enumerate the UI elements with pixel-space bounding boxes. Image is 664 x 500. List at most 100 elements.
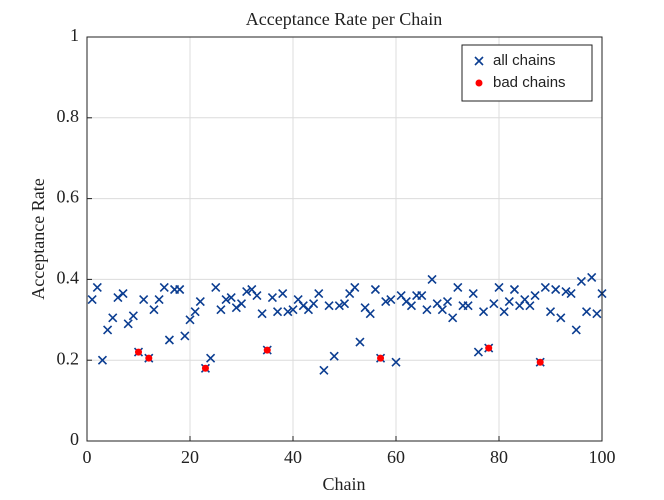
- marker-stroke: [180, 331, 190, 341]
- legend-marker: [475, 79, 483, 87]
- y-tick-label: 1: [70, 25, 79, 45]
- axes-box: [86, 36, 603, 442]
- data-point: [478, 307, 489, 317]
- data-point: [485, 344, 493, 352]
- marker-stroke: [360, 303, 370, 313]
- y-tick-label: 0.4: [57, 268, 80, 288]
- data-point: [448, 313, 458, 323]
- marker-stroke: [334, 301, 344, 311]
- data-point: [164, 335, 174, 345]
- data-point: [288, 305, 298, 315]
- data-point: [216, 305, 226, 315]
- marker-stroke: [545, 307, 556, 317]
- data-point: [175, 284, 185, 295]
- marker-stroke: [427, 274, 437, 284]
- marker-stroke: [401, 297, 411, 307]
- x-tick-label: 0: [83, 447, 92, 467]
- data-point: [468, 288, 478, 299]
- data-point: [103, 325, 113, 335]
- data-point: [190, 307, 200, 317]
- marker-stroke: [288, 305, 298, 315]
- chart-title: Acceptance Rate per Chain: [246, 9, 442, 29]
- marker-stroke: [267, 293, 277, 303]
- data-point: [530, 290, 540, 301]
- data-point: [391, 357, 401, 367]
- data-point: [381, 297, 391, 307]
- marks: [87, 272, 607, 375]
- marker-stroke: [92, 282, 102, 293]
- marker-stroke: [339, 299, 350, 309]
- marker-stroke: [154, 295, 164, 305]
- data-point: [453, 282, 463, 293]
- marker-stroke: [272, 307, 283, 317]
- marker-stroke: [185, 315, 195, 325]
- marker-stroke: [437, 305, 447, 315]
- data-point: [427, 274, 437, 284]
- data-point: [267, 293, 277, 303]
- marker-stroke: [592, 309, 602, 319]
- x-tick-label: 40: [284, 447, 302, 467]
- marker-stroke: [350, 282, 360, 293]
- marker-stroke: [195, 297, 205, 307]
- marker-stroke: [540, 282, 550, 293]
- data-point: [324, 301, 334, 311]
- data-point: [236, 299, 247, 309]
- x-axis-label: Chain: [323, 474, 366, 494]
- y-tick-label: 0.8: [57, 106, 80, 126]
- marker-stroke: [365, 309, 375, 319]
- x-tick-label: 80: [490, 447, 508, 467]
- data-point: [576, 276, 586, 286]
- y-tick-label: 0.2: [57, 348, 80, 368]
- data-point: [201, 364, 209, 372]
- marker-stroke: [257, 309, 267, 319]
- marker-stroke: [489, 299, 499, 309]
- marker-stroke: [87, 295, 97, 305]
- marker-stroke: [525, 301, 535, 311]
- data-point: [226, 293, 236, 303]
- marker-stroke: [108, 313, 118, 323]
- data-point: [499, 307, 509, 317]
- data-point: [118, 288, 128, 299]
- data-point: [128, 311, 138, 321]
- marker-stroke: [309, 299, 319, 309]
- marker-stroke: [278, 288, 288, 299]
- marker-stroke: [118, 288, 128, 299]
- data-point: [494, 282, 504, 293]
- data-point: [545, 307, 556, 317]
- data-point: [123, 319, 133, 329]
- marker-stroke: [381, 297, 391, 307]
- data-point: [339, 299, 350, 309]
- data-point: [180, 331, 190, 341]
- data-point: [87, 295, 97, 305]
- marker-stroke: [422, 305, 432, 315]
- marker-stroke: [581, 307, 592, 317]
- data-point: [581, 307, 592, 317]
- marker-stroke: [242, 286, 252, 297]
- data-point: [566, 288, 576, 299]
- marker-stroke: [293, 295, 303, 305]
- data-point: [92, 282, 102, 293]
- marker-stroke: [453, 282, 463, 293]
- marker-stroke: [370, 284, 380, 295]
- data-point: [139, 295, 149, 305]
- data-point: [473, 347, 483, 357]
- marker-stroke: [463, 301, 473, 311]
- data-point: [561, 286, 571, 297]
- data-point: [309, 299, 319, 309]
- data-point: [509, 284, 520, 295]
- legend-label: all chains: [493, 52, 556, 69]
- data-point: [108, 313, 118, 323]
- marker-stroke: [391, 357, 401, 367]
- legend-label: bad chains: [493, 74, 566, 91]
- marker-stroke: [123, 319, 133, 329]
- data-point: [283, 307, 293, 317]
- marker-stroke: [175, 284, 185, 295]
- marker-stroke: [247, 284, 257, 295]
- marker-stroke: [468, 288, 478, 299]
- data-point: [463, 301, 473, 311]
- marker-stroke: [190, 307, 200, 317]
- marker-stroke: [211, 282, 221, 293]
- marker-stroke: [551, 284, 561, 295]
- data-point: [154, 295, 164, 305]
